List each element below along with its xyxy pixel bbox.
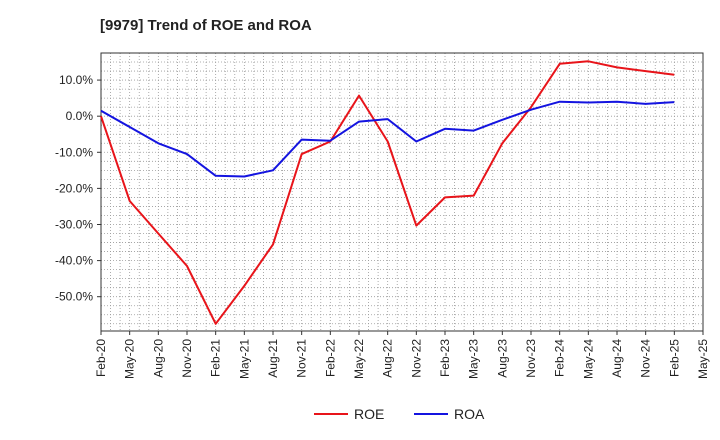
y-tick-label: -20.0% bbox=[55, 181, 93, 195]
x-tick-label: May-20 bbox=[123, 339, 137, 379]
chart-title: [9979] Trend of ROE and ROA bbox=[100, 17, 312, 34]
x-tick-label: May-24 bbox=[581, 339, 595, 379]
x-tick-label: May-22 bbox=[352, 339, 366, 379]
y-tick-label: -10.0% bbox=[55, 145, 93, 159]
x-tick-label: Nov-23 bbox=[524, 339, 538, 378]
series-line-roa bbox=[100, 100, 675, 178]
x-tick-label: Feb-23 bbox=[438, 339, 452, 377]
x-tick-label: Nov-22 bbox=[409, 339, 423, 378]
x-tick-label: Nov-24 bbox=[639, 339, 653, 378]
x-tick-label: Feb-20 bbox=[94, 339, 108, 377]
legend: ROE ROA bbox=[314, 406, 485, 422]
x-tick-label: Feb-22 bbox=[323, 339, 337, 377]
x-tick-label: May-25 bbox=[696, 339, 710, 379]
x-tick-label: Aug-23 bbox=[495, 339, 509, 378]
series-lines bbox=[100, 60, 675, 325]
axes: 10.0% 0.0% -10.0% -20.0% -30.0% -40.0% -50.0% F… bbox=[55, 52, 710, 379]
y-tick-label: -40.0% bbox=[55, 254, 93, 268]
x-tick-label: Feb-25 bbox=[667, 339, 681, 377]
plot-area bbox=[101, 53, 703, 331]
grid bbox=[101, 53, 703, 331]
y-tick-label: -50.0% bbox=[55, 290, 93, 304]
y-tick-label: -30.0% bbox=[55, 217, 93, 231]
x-tick-label: Feb-24 bbox=[553, 339, 567, 377]
legend-label-roe: ROE bbox=[354, 406, 384, 422]
x-tick-label: Nov-21 bbox=[295, 339, 309, 378]
legend-label-roa: ROA bbox=[454, 406, 485, 422]
x-tick-label: Aug-21 bbox=[266, 339, 280, 378]
x-tick-label: Aug-20 bbox=[151, 339, 165, 378]
x-tick-label: May-23 bbox=[467, 339, 481, 379]
x-tick-label: Nov-20 bbox=[180, 339, 194, 378]
x-tick-label: Aug-24 bbox=[610, 339, 624, 378]
x-tick-label: Aug-22 bbox=[381, 339, 395, 378]
series-line-roe bbox=[100, 60, 675, 325]
x-tick-label: May-21 bbox=[237, 339, 251, 379]
x-tick-label: Feb-21 bbox=[209, 339, 223, 377]
plot-border bbox=[100, 52, 704, 332]
y-tick-label: 10.0% bbox=[59, 73, 93, 87]
y-tick-label: 0.0% bbox=[66, 109, 94, 123]
